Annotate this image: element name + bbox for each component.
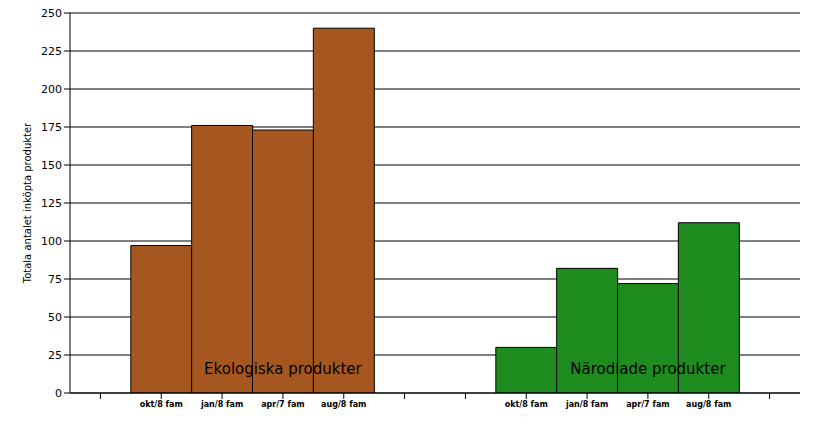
svg-text:150: 150: [41, 159, 62, 172]
html-text:Närodlade produkter: Närodlade produkter: [570, 360, 726, 378]
svg-text:okt/8 fam: okt/8 fam: [140, 400, 183, 409]
svg-text:okt/8 fam: okt/8 fam: [505, 400, 548, 409]
svg-text:50: 50: [48, 311, 62, 324]
svg-text:0: 0: [55, 387, 62, 400]
svg-text:apr/7 fam: apr/7 fam: [261, 400, 305, 409]
svg-text:125: 125: [41, 197, 62, 210]
svg-text:200: 200: [41, 83, 62, 96]
svg-text:175: 175: [41, 121, 62, 134]
svg-text:jan/8 fam: jan/8 fam: [200, 400, 243, 409]
html-text:Ekologiska produkter: Ekologiska produkter: [204, 360, 362, 378]
svg-text:apr/7 fam: apr/7 fam: [626, 400, 670, 409]
svg-text:aug/8 fam: aug/8 fam: [321, 400, 366, 409]
svg-text:75: 75: [48, 273, 62, 286]
svg-text:250: 250: [41, 8, 62, 20]
svg-text:Totala antalet inköpta produkt: Totala antalet inköpta produkter: [22, 122, 33, 284]
svg-text:100: 100: [41, 235, 62, 248]
svg-text:25: 25: [48, 349, 62, 362]
svg-text:aug/8 fam: aug/8 fam: [686, 400, 731, 409]
svg-text:jan/8 fam: jan/8 fam: [565, 400, 608, 409]
svg-text:225: 225: [41, 45, 62, 58]
